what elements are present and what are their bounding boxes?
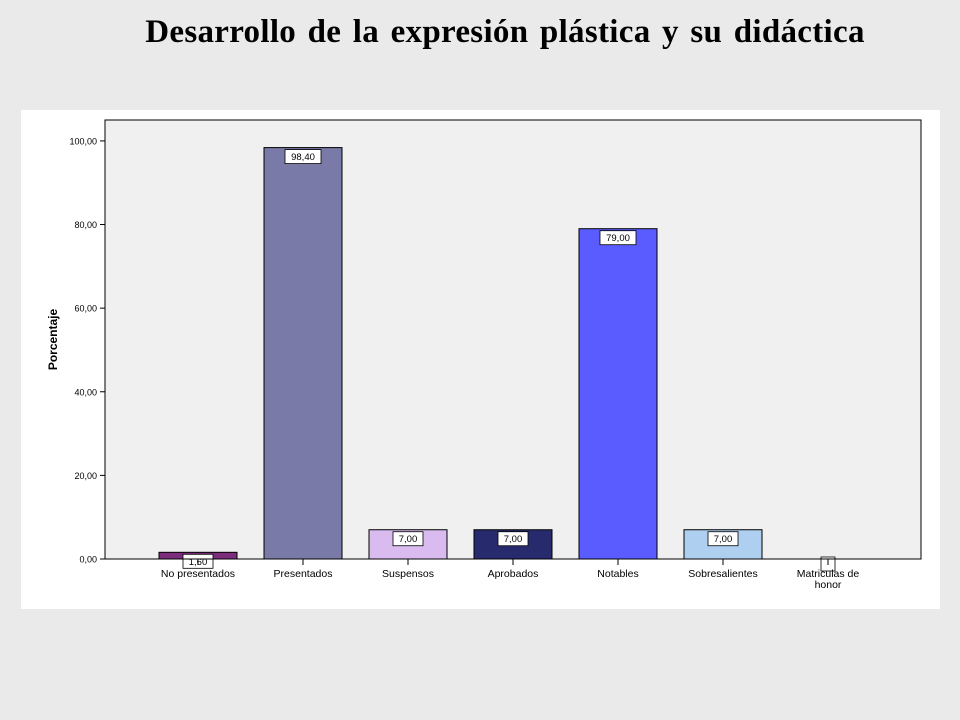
x-tick-label: honor	[815, 579, 842, 591]
data-label: 79,00	[606, 233, 630, 244]
data-label-box	[707, 531, 739, 547]
y-tick-label: 0,00	[79, 555, 97, 565]
plot-frame	[104, 119, 922, 560]
x-tick-label: No presentados	[161, 568, 235, 580]
x-tick-label: Presentados	[274, 568, 333, 580]
plot-area	[104, 119, 922, 560]
y-axis-title: Porcentaje	[46, 308, 60, 370]
data-label: 7,00	[714, 534, 733, 545]
data-label: 7,00	[504, 534, 523, 545]
data-label: 7,00	[399, 534, 418, 545]
y-tick-label: 60,00	[74, 304, 97, 314]
data-label-box	[284, 149, 322, 164]
x-tick-label: Notables	[597, 568, 638, 580]
x-tick-label: Matriculas de	[797, 568, 860, 580]
y-tick-label: 20,00	[74, 471, 97, 481]
data-label-box	[392, 531, 424, 547]
x-tick-label: Aprobados	[488, 568, 539, 580]
y-tick-label: 40,00	[74, 387, 97, 397]
data-label: 98,40	[291, 152, 315, 163]
y-tick-label: 100,00	[69, 136, 97, 146]
chart-panel: 0,00 20,00 40,00 60,00 80,00 100,00 Porcentaje…	[21, 110, 940, 609]
data-label-box	[497, 531, 529, 547]
x-tick-label: Suspensos	[382, 568, 434, 580]
x-tick-label: Sobresalientes	[688, 568, 757, 580]
y-tick-label: 80,00	[74, 220, 97, 230]
data-label-box	[599, 230, 637, 246]
bar	[578, 228, 658, 560]
slide-title: Desarrollo de la expresión plástica y su…	[145, 14, 865, 50]
bar	[263, 147, 343, 560]
bar-chart: 0,00 20,00 40,00 60,00 80,00 100,00 Porcentaje…	[46, 119, 922, 591]
